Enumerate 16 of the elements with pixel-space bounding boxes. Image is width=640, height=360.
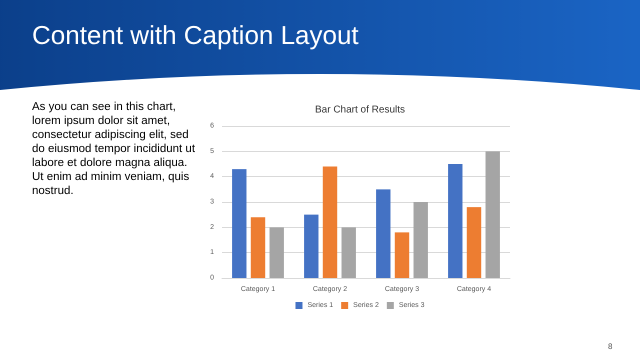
bar [304,214,318,278]
text: Content with Caption Layout [32,20,359,51]
text: 8 [608,342,612,351]
bar [270,227,284,278]
bar [232,169,246,278]
bar [394,232,410,278]
chart-title: Bar Chart of Results [314,104,406,116]
text: As you can see in this chart, lorem ipsum dolor sit amet, consectetur adipiscing elit, sed do eiusmod tempor incididunt ut labore et dolore magna aliqua. Ut enim ad minim veniam, quis nostrud. [32,100,196,198]
bar [448,164,462,278]
bar [466,207,482,278]
bar [376,189,390,278]
bar [342,227,356,278]
bar [250,217,266,278]
bar [486,151,500,278]
bar [322,166,338,278]
bar [414,202,428,278]
